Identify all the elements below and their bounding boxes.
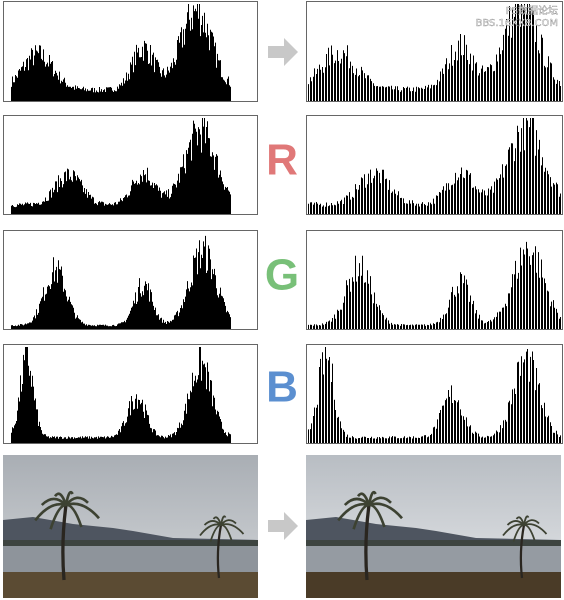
shore: [3, 540, 258, 546]
arrow: [268, 38, 298, 66]
photos: [3, 455, 561, 598]
histogram: [11, 118, 231, 214]
palm-frond: [367, 496, 392, 506]
histogram-panels: [3, 1, 563, 444]
palm-frond: [356, 492, 371, 506]
palm-trunk: [216, 524, 223, 579]
palm-frond: [64, 496, 89, 506]
palm-frond: [220, 524, 233, 541]
palm-frond: [209, 524, 222, 542]
palm-frond: [515, 516, 525, 526]
histogram: [308, 118, 561, 214]
histogram: [11, 347, 231, 443]
palm-frond: [512, 524, 525, 542]
green-label: G: [265, 251, 299, 300]
ground: [3, 572, 258, 598]
palm-frond: [343, 497, 370, 506]
red-label: R: [266, 136, 298, 185]
palm-frond: [367, 490, 377, 506]
water: [306, 546, 561, 572]
ground: [306, 572, 561, 598]
watermark: BBS.16XX8.COM: [475, 18, 558, 29]
palm-frond: [352, 503, 370, 530]
palm-frond: [220, 515, 227, 526]
shore: [306, 540, 561, 546]
arrow: [268, 512, 298, 540]
palm-frond: [220, 519, 237, 526]
palm-frond: [523, 515, 530, 526]
palm-frond: [203, 519, 222, 526]
palm-frond: [212, 516, 222, 526]
palm-frond: [506, 519, 525, 526]
histogram: [308, 241, 561, 329]
palm-frond: [40, 497, 67, 506]
palm-trunk: [364, 504, 371, 581]
palm-frond: [49, 503, 67, 530]
palm-trunk: [61, 504, 68, 581]
hills: [3, 517, 258, 547]
palm-frond: [65, 503, 83, 528]
palm-trunk: [519, 524, 526, 579]
photo: [306, 455, 561, 598]
palm-frond: [53, 492, 68, 506]
blue-label: B: [266, 363, 298, 412]
histogram: [308, 347, 561, 443]
palm-frond: [368, 503, 386, 528]
palm-frond: [523, 524, 536, 541]
hills: [306, 517, 561, 547]
watermark: PS数据论坛: [506, 4, 558, 17]
palm-frond: [523, 519, 540, 526]
water: [3, 546, 258, 572]
palm-frond: [64, 490, 74, 506]
histogram: [308, 4, 561, 101]
histogram: [11, 235, 231, 329]
photo: [3, 455, 258, 598]
histogram: [11, 4, 231, 101]
